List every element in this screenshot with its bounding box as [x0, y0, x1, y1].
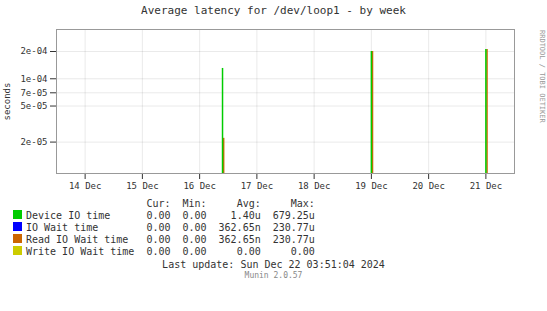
svg-text:19 Dec: 19 Dec [355, 181, 388, 191]
svg-text:seconds: seconds [2, 83, 12, 121]
html-text:0.00: 0.00 [146, 233, 171, 245]
html-text:Device IO time: Device IO time [26, 209, 111, 221]
svg-text:2e-04: 2e-04 [20, 46, 47, 56]
html-text:0.00: 0.00 [290, 245, 315, 257]
html-text:Average latency for /dev/loop1: Average latency for /dev/loop1 - by week [141, 4, 406, 17]
html-text:Min:: Min: [182, 197, 207, 209]
svg-text:7e-05: 7e-05 [20, 88, 47, 98]
html-text:1.40u: 1.40u [230, 209, 261, 221]
svg-text:2e-05: 2e-05 [20, 137, 47, 147]
html-text:230.77u: 230.77u [272, 233, 315, 245]
html-text:Max:: Max: [290, 197, 315, 209]
html-text:Cur:: Cur: [146, 197, 171, 209]
html-text:362.65n: 362.65n [218, 221, 261, 233]
html-text:RRDTOOL / TOBI OETIKER: RRDTOOL / TOBI OETIKER [538, 30, 546, 123]
html-text:362.65n: 362.65n [218, 233, 261, 245]
svg-text:18 Dec: 18 Dec [298, 181, 331, 191]
html-text:Read IO Wait time: Read IO Wait time [26, 233, 129, 245]
svg-text:14 Dec: 14 Dec [69, 181, 102, 191]
html-text:Write IO Wait time: Write IO Wait time [26, 245, 135, 257]
html-text:0.00: 0.00 [146, 245, 171, 257]
html-text:0.00: 0.00 [146, 209, 171, 221]
svg-text:5e-05: 5e-05 [20, 101, 47, 111]
html-text:0.00: 0.00 [182, 245, 207, 257]
html-text:230.77u: 230.77u [272, 221, 315, 233]
html-text:0.00: 0.00 [182, 209, 207, 221]
html-text:0.00: 0.00 [182, 221, 207, 233]
svg-text:21 Dec: 21 Dec [470, 181, 503, 191]
html-text:Last update: Sun Dec 22 03:51:: Last update: Sun Dec 22 03:51:04 2024 [162, 259, 385, 270]
html-text:0.00: 0.00 [146, 221, 171, 233]
html-text:0.00: 0.00 [182, 233, 207, 245]
html-text:IO Wait time: IO Wait time [26, 221, 99, 233]
svg-text:16 Dec: 16 Dec [183, 181, 216, 191]
html-text:Avg:: Avg: [236, 197, 261, 209]
svg-text:15 Dec: 15 Dec [126, 181, 159, 191]
svg-text:1e-04: 1e-04 [20, 74, 47, 84]
html-text:679.25u: 679.25u [272, 209, 315, 221]
svg-text:17 Dec: 17 Dec [241, 181, 274, 191]
svg-text:20 Dec: 20 Dec [412, 181, 445, 191]
html-text:0.00: 0.00 [236, 245, 261, 257]
html-text:Munin 2.0.57: Munin 2.0.57 [244, 271, 303, 280]
